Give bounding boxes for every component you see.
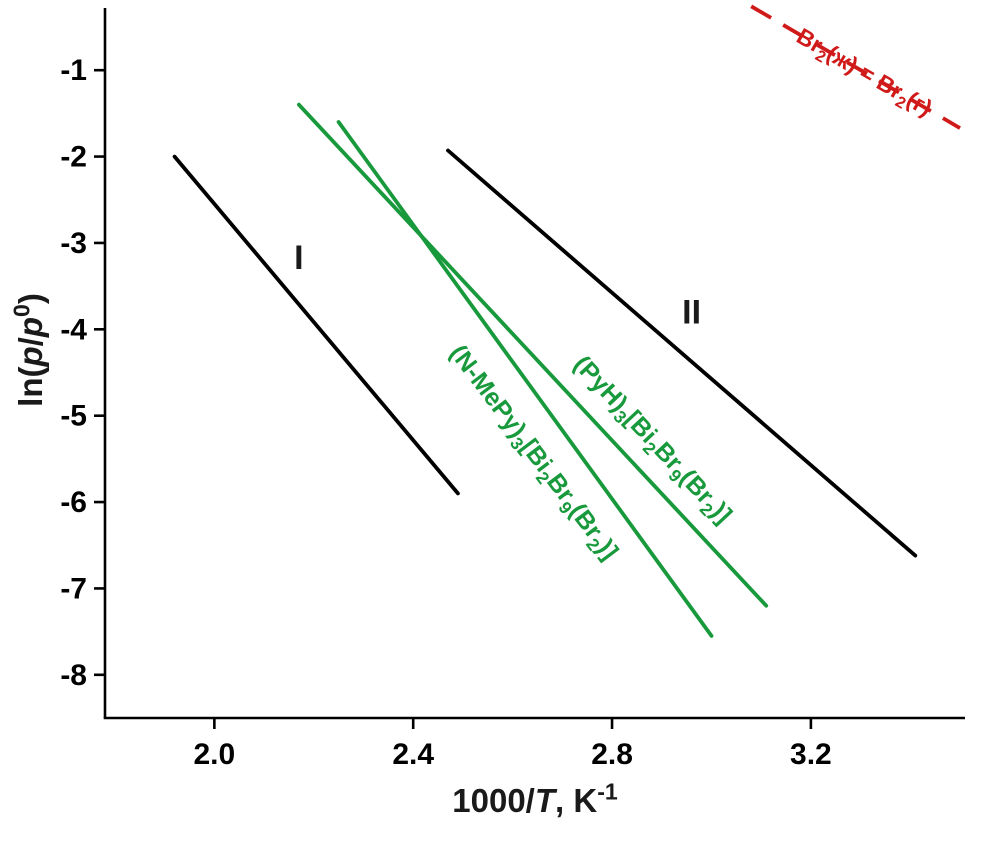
series-label-ii: II [682,293,701,331]
x-tick-label: 2.0 [194,738,236,771]
x-tick-label: 2.8 [591,738,633,771]
series-label-br-br: Br2(ж) = Br2(г) [790,23,937,126]
y-axis-title: ln(p/p0) [8,293,49,407]
series-line-n-mepy-bi-br-br [336,120,714,638]
series-line-br-br [750,4,961,130]
y-tick-label: -6 [60,486,87,519]
y-tick-label: -7 [60,572,87,605]
x-axis-title: 1000/T, K-1 [452,778,618,819]
y-tick-label: -4 [60,313,87,346]
y-tick-label: -5 [60,400,87,433]
y-tick-label: -2 [60,141,87,174]
series-line-i [172,154,460,496]
y-tick-label: -8 [60,659,87,692]
series-line-ii [446,148,918,558]
x-tick-label: 3.2 [790,738,832,771]
x-tick-label: 2.4 [392,738,434,771]
series-label-i: I [294,239,303,277]
y-tick-label: -1 [60,54,87,87]
series-line-pyh-bi-br-br [296,102,769,608]
y-tick-label: -3 [60,227,87,260]
